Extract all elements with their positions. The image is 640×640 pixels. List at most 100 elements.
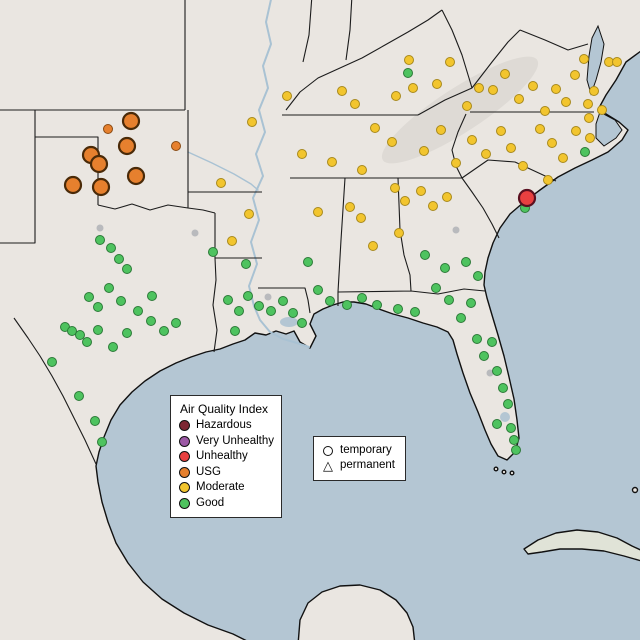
aqi-swatch-icon xyxy=(179,420,190,432)
station-marker-good xyxy=(97,437,107,447)
station-marker-usg xyxy=(103,124,113,134)
station-marker-good xyxy=(122,264,132,274)
station-marker-moderate xyxy=(612,57,622,67)
legend-item-very-unhealthy: Very Unhealthy xyxy=(179,435,274,448)
station-marker-good xyxy=(278,296,288,306)
mississippi-river xyxy=(247,0,310,348)
station-marker-good xyxy=(420,250,430,260)
cuba-landmass xyxy=(523,529,640,562)
station-marker-good xyxy=(171,318,181,328)
station-marker-good xyxy=(511,445,521,455)
station-marker-moderate xyxy=(540,106,550,116)
station-marker-moderate xyxy=(408,83,418,93)
station-marker-moderate xyxy=(496,126,506,136)
legend-item-unhealthy: Unhealthy xyxy=(179,450,273,463)
station-marker-usg_large xyxy=(117,136,137,156)
station-marker-moderate xyxy=(357,165,367,175)
station-marker-good xyxy=(498,383,508,393)
aqi-swatch-icon xyxy=(179,497,190,509)
station-marker-good xyxy=(466,298,476,308)
station-marker-good xyxy=(82,337,92,347)
lake-pontchartrain xyxy=(280,317,298,327)
station-marker-moderate xyxy=(404,55,414,65)
station-marker-moderate xyxy=(419,146,429,156)
aqi-legend-items: Hazardous Very Unhealthy Unhealthy USG Moder… xyxy=(179,419,274,509)
legend-item-hazardous: Hazardous xyxy=(179,419,273,432)
station-marker-moderate xyxy=(584,113,594,123)
station-marker-moderate xyxy=(432,79,442,89)
station-marker-good xyxy=(313,285,323,295)
station-marker-good xyxy=(75,330,85,340)
legend-item-temporary: temporary xyxy=(323,444,395,457)
station-marker-good xyxy=(223,295,233,305)
station-marker-good xyxy=(503,399,513,409)
station-marker-unhealthy_large xyxy=(517,188,537,208)
station-marker-good xyxy=(84,292,94,302)
station-marker-good xyxy=(47,357,57,367)
station-marker-good xyxy=(303,257,313,267)
station-marker-moderate xyxy=(589,86,599,96)
station-marker-moderate xyxy=(445,57,455,67)
station-marker-moderate xyxy=(345,202,355,212)
station-marker-moderate xyxy=(506,143,516,153)
station-marker-good xyxy=(208,247,218,257)
station-marker-moderate xyxy=(244,209,254,219)
station-marker-moderate xyxy=(337,86,347,96)
station-marker-moderate xyxy=(327,157,337,167)
coastal-water-group xyxy=(280,24,623,422)
station-marker-moderate xyxy=(356,213,366,223)
station-marker-good xyxy=(159,326,169,336)
station-marker-good xyxy=(106,243,116,253)
station-marker-good xyxy=(431,283,441,293)
station-marker-good xyxy=(479,351,489,361)
florida-keys-islet xyxy=(493,466,499,472)
station-marker-moderate xyxy=(370,123,380,133)
station-marker-usg_large xyxy=(89,154,109,174)
station-marker-good xyxy=(580,147,590,157)
station-marker-good xyxy=(67,326,77,336)
arkansas-river xyxy=(187,151,259,191)
station-marker-good xyxy=(114,254,124,264)
station-marker-moderate xyxy=(390,183,400,193)
station-marker-good xyxy=(122,328,132,338)
station-type-label: temporary xyxy=(340,444,392,456)
aqi-swatch-icon xyxy=(179,482,190,494)
station-marker-city xyxy=(486,369,494,377)
florida-keys-islet xyxy=(501,469,507,475)
station-marker-moderate xyxy=(528,81,538,91)
station-marker-city xyxy=(96,224,104,232)
aqi-legend-title: Air Quality Index xyxy=(180,402,269,416)
station-marker-moderate xyxy=(451,158,461,168)
station-marker-good xyxy=(410,307,420,317)
station-marker-moderate xyxy=(394,228,404,238)
station-marker-good xyxy=(241,259,251,269)
yucatan-landmass xyxy=(297,584,416,640)
legend-item-permanent: △ permanent xyxy=(323,459,395,472)
station-marker-moderate xyxy=(282,91,292,101)
station-marker-moderate xyxy=(481,149,491,159)
station-marker-city xyxy=(452,226,460,234)
station-marker-moderate xyxy=(462,101,472,111)
station-marker-moderate xyxy=(547,138,557,148)
station-marker-good xyxy=(254,301,264,311)
station-marker-moderate xyxy=(467,135,477,145)
station-marker-city xyxy=(191,229,199,237)
station-marker-moderate xyxy=(428,201,438,211)
station-marker-good xyxy=(506,423,516,433)
aqi-item-label: USG xyxy=(196,465,221,478)
station-marker-good xyxy=(461,257,471,267)
station-marker-good xyxy=(342,300,352,310)
station-marker-good xyxy=(146,316,156,326)
station-marker-moderate xyxy=(387,137,397,147)
station-marker-moderate xyxy=(583,99,593,109)
station-marker-moderate xyxy=(474,83,484,93)
station-marker-city xyxy=(264,293,272,301)
station-marker-moderate xyxy=(416,186,426,196)
station-marker-good xyxy=(288,308,298,318)
station-marker-good xyxy=(116,296,126,306)
state-borders xyxy=(0,0,594,465)
aqi-swatch-icon xyxy=(179,466,190,478)
station-marker-good xyxy=(444,295,454,305)
bahamas-islet xyxy=(631,486,639,494)
